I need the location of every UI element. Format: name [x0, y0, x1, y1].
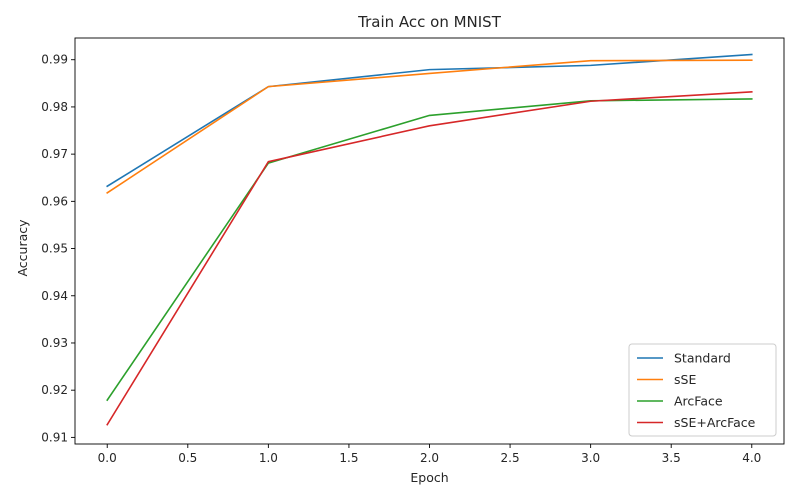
y-tick-label: 0.93: [41, 336, 68, 350]
legend-item: sSE+ArcFace: [637, 415, 756, 430]
legend-box: [628, 343, 777, 437]
chart-title: Train Acc on MNIST: [357, 13, 502, 31]
y-tick-label: 0.94: [41, 289, 68, 303]
x-axis-title: Epoch: [410, 470, 448, 485]
y-tick-label: 0.92: [41, 383, 68, 397]
legend-label: sSE: [674, 372, 696, 387]
y-tick-label: 0.91: [41, 430, 68, 444]
series-line-2: [106, 98, 753, 402]
x-tick-label: 1.5: [339, 451, 358, 465]
y-tick-label: 0.99: [41, 53, 68, 67]
x-tick-label: 3.0: [581, 451, 600, 465]
legend-label: ArcFace: [674, 394, 723, 409]
plot-area: 0.0 0.5 1.0 1.5 2.0 2.5 3.0 3.5 4.0 0.91 0.92 0.93 0…: [41, 37, 785, 465]
legend: Standard sSE ArcFace sSE+ArcFace: [628, 343, 777, 437]
x-tick-label: 3.5: [662, 451, 681, 465]
y-tick-label: 0.95: [41, 242, 68, 256]
x-tick-label: 2.0: [420, 451, 439, 465]
x-tick-label: 2.5: [501, 451, 520, 465]
legend-item: ArcFace: [637, 394, 723, 409]
series-line-3: [106, 90, 753, 426]
x-tick-label: 1.0: [259, 451, 278, 465]
legend-item: Standard: [637, 351, 731, 366]
series-line-0: [106, 53, 753, 188]
y-tick-label: 0.98: [41, 100, 68, 114]
legend-item: sSE: [637, 372, 696, 387]
series-line-1: [106, 59, 753, 194]
y-axis-title: Accuracy: [15, 219, 30, 277]
legend-label: Standard: [674, 351, 731, 366]
x-tick-label: 0.0: [98, 451, 117, 465]
y-tick-label: 0.96: [41, 194, 68, 208]
x-tick-label: 4.0: [742, 451, 761, 465]
legend-label: sSE+ArcFace: [674, 415, 756, 430]
y-tick-label: 0.97: [41, 147, 68, 161]
x-tick-label: 0.5: [178, 451, 197, 465]
